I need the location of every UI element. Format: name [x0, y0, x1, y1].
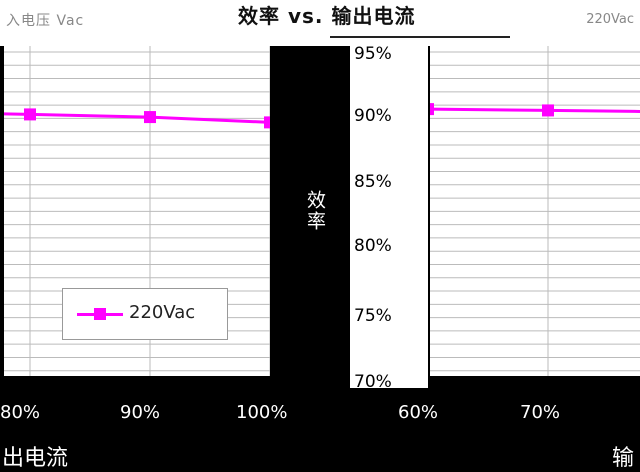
x-tick-label: 90% [120, 402, 161, 423]
y-tick-label: 85% [354, 172, 392, 192]
data-point [542, 104, 554, 117]
chart-panel-right [430, 46, 640, 376]
title-underline [330, 36, 510, 38]
x-axis-label-left: 出电流 [2, 446, 69, 471]
series-line [430, 107, 640, 113]
data-point [24, 108, 36, 121]
x-axis-label-right: 输 [612, 446, 635, 471]
y-tick-label: 80% [354, 236, 392, 256]
data-point [264, 116, 270, 129]
plot-area-right [430, 46, 640, 376]
plot-area-left [4, 46, 270, 376]
x-tick-label: 100% [236, 402, 288, 423]
header-right-text: 220Vac [586, 12, 634, 27]
y-axis-label: 效率 [304, 190, 326, 232]
series-line [4, 112, 270, 124]
chart-header: 入电压 Vac 效率 vs. 输出电流 220Vac [0, 0, 640, 46]
chart-title: 效率 vs. 输出电流 [238, 4, 416, 28]
legend-square-marker-icon [94, 308, 106, 320]
x-tick-label: 80% [0, 402, 41, 423]
header-left-text: 入电压 Vac [6, 13, 85, 29]
x-tick-label: 70% [520, 402, 561, 423]
y-tick-label: 95% [354, 44, 392, 64]
legend: 220Vac [62, 288, 228, 340]
y-tick-label: 75% [354, 306, 392, 326]
y-tick-label: 70% [354, 372, 392, 392]
data-point [430, 103, 434, 116]
x-tick-label: 60% [398, 402, 439, 423]
y-axis-strip [350, 42, 428, 388]
legend-entry: 220Vac [129, 302, 196, 323]
data-point [144, 111, 156, 124]
y-tick-label: 90% [354, 106, 392, 126]
